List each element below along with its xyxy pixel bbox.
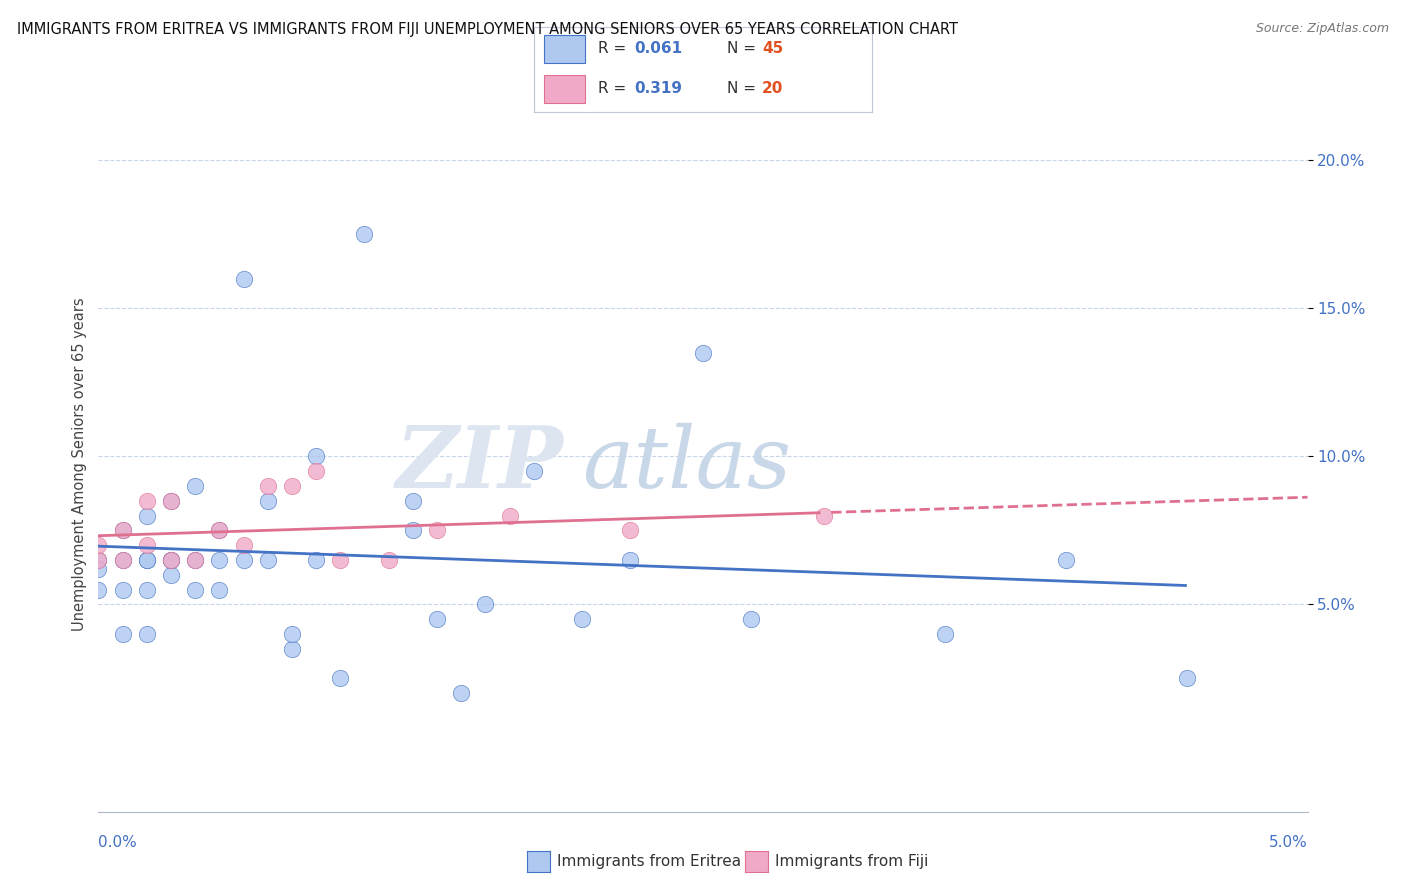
Point <box>232 538 254 552</box>
Point <box>87 553 110 567</box>
Point <box>184 553 207 567</box>
Point <box>160 553 183 567</box>
Point <box>1175 672 1198 686</box>
Point <box>208 524 231 538</box>
Point <box>426 524 449 538</box>
Point <box>135 508 157 523</box>
Point <box>256 493 278 508</box>
Point <box>426 612 449 626</box>
Point <box>523 464 546 478</box>
Point <box>160 567 183 582</box>
Point <box>692 346 714 360</box>
Point <box>402 493 425 508</box>
Point <box>111 524 134 538</box>
Point <box>135 538 157 552</box>
Point <box>184 553 207 567</box>
Point <box>135 582 157 597</box>
Point <box>329 672 352 686</box>
Point <box>474 598 496 612</box>
Text: N =: N = <box>727 81 761 96</box>
Point <box>1054 553 1077 567</box>
Point <box>377 553 399 567</box>
Point <box>305 450 328 464</box>
Point <box>256 479 278 493</box>
Text: Immigrants from Fiji: Immigrants from Fiji <box>775 855 928 869</box>
Point <box>740 612 762 626</box>
Point <box>934 627 956 641</box>
Point <box>232 553 254 567</box>
Point <box>353 227 375 242</box>
Text: 0.0%: 0.0% <box>98 836 138 850</box>
Point <box>813 508 835 523</box>
Point <box>111 582 134 597</box>
Point <box>87 562 110 576</box>
Point <box>619 524 641 538</box>
Point <box>111 524 134 538</box>
Text: 5.0%: 5.0% <box>1268 836 1308 850</box>
Point <box>571 612 593 626</box>
Point <box>450 686 472 700</box>
Point <box>281 641 304 656</box>
Point <box>281 627 304 641</box>
Text: 45: 45 <box>762 41 783 56</box>
Point <box>184 582 207 597</box>
Point <box>208 524 231 538</box>
Text: Source: ZipAtlas.com: Source: ZipAtlas.com <box>1256 22 1389 36</box>
Point <box>619 553 641 567</box>
Point <box>135 553 157 567</box>
Point <box>402 524 425 538</box>
Point <box>135 553 157 567</box>
Text: IMMIGRANTS FROM ERITREA VS IMMIGRANTS FROM FIJI UNEMPLOYMENT AMONG SENIORS OVER : IMMIGRANTS FROM ERITREA VS IMMIGRANTS FR… <box>17 22 957 37</box>
Point <box>305 553 328 567</box>
Text: ZIP: ZIP <box>396 422 564 506</box>
Text: 0.061: 0.061 <box>634 41 682 56</box>
Text: 0.319: 0.319 <box>634 81 682 96</box>
Point <box>160 553 183 567</box>
Text: Immigrants from Eritrea: Immigrants from Eritrea <box>557 855 741 869</box>
Point <box>281 479 304 493</box>
Text: 20: 20 <box>762 81 783 96</box>
Point <box>135 627 157 641</box>
Text: R =: R = <box>599 81 631 96</box>
Point <box>305 464 328 478</box>
Point <box>87 553 110 567</box>
Bar <box>544 36 585 63</box>
Point <box>208 582 231 597</box>
Point <box>208 553 231 567</box>
Point <box>256 553 278 567</box>
Point <box>232 272 254 286</box>
Point <box>87 538 110 552</box>
Point <box>160 553 183 567</box>
Text: N =: N = <box>727 41 761 56</box>
Text: R =: R = <box>599 41 631 56</box>
Point <box>498 508 520 523</box>
Point <box>111 627 134 641</box>
Text: atlas: atlas <box>582 423 792 505</box>
Point <box>87 582 110 597</box>
Point <box>160 493 183 508</box>
Point <box>135 493 157 508</box>
Point <box>160 493 183 508</box>
Point <box>184 479 207 493</box>
Point <box>329 553 352 567</box>
Y-axis label: Unemployment Among Seniors over 65 years: Unemployment Among Seniors over 65 years <box>72 297 87 631</box>
Point <box>111 553 134 567</box>
Bar <box>544 75 585 103</box>
Point <box>111 553 134 567</box>
